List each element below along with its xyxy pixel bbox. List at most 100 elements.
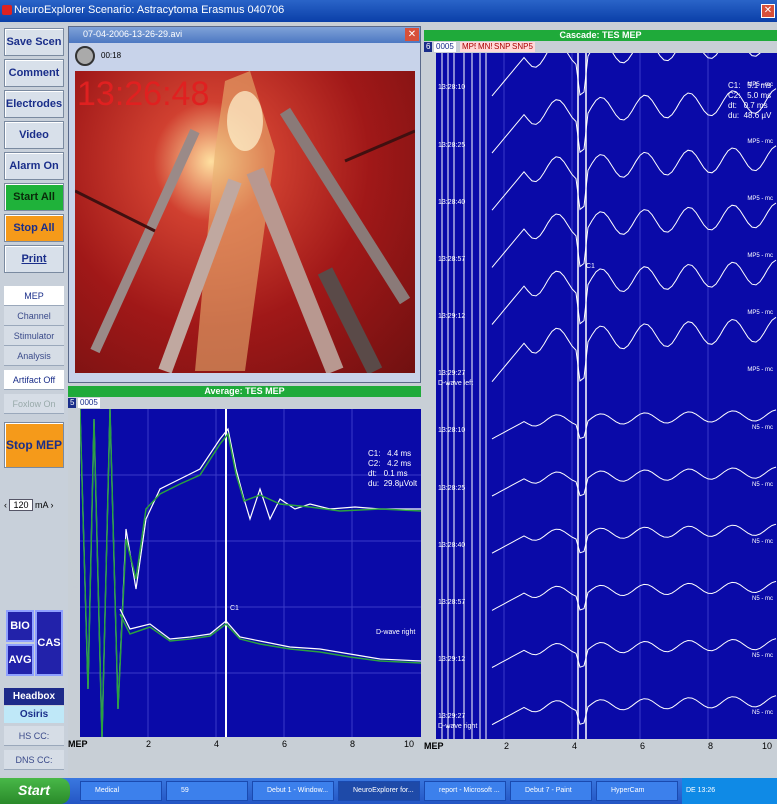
app-icon [2,5,12,15]
current-stepper[interactable]: ‹ 120 mA › [4,496,64,514]
average-cursor-label: C1 [230,605,239,612]
alarm-button[interactable]: Alarm On [4,152,64,180]
stop-mep-button[interactable]: Stop MEP [4,422,64,468]
cascade-trace [491,88,777,154]
close-icon[interactable]: ✕ [761,4,775,18]
cascade-trace [491,523,777,554]
taskbar-item[interactable]: report - Microsoft ... [424,781,506,801]
decrement-icon[interactable]: ‹ [4,500,7,510]
foxlow-toggle[interactable]: Foxlow On [4,394,64,414]
cascade-xaxis-label: MEP [424,741,444,751]
cascade-tick: 10 [762,741,773,751]
comment-button[interactable]: Comment [4,59,64,87]
cascade-row-time: 13:28:10 [438,427,466,435]
average-cursor-readout: C1: 4.4 ms C2: 4.2 ms dt: 0.1 ms du: 29.… [368,449,418,488]
bio-button[interactable]: BIO [6,610,34,642]
video-button[interactable]: Video [4,121,64,149]
cascade-row-mark: N5 - mc [752,538,773,545]
average-tick: 4 [214,739,220,749]
osiris-label: Osiris [4,706,64,723]
headbox-label: Headbox [4,688,64,705]
window-title: NeuroExplorer Scenario: Astracytoma Eras… [14,4,285,16]
average-tab-number[interactable]: 5 [68,398,77,408]
cascade-x-axis: MEP 2 4 6 8 10 [424,739,777,753]
cascade-row-mark: MP5 - mc [747,81,773,88]
video-close-icon[interactable]: ✕ [405,28,419,41]
video-title: 07-04-2006-13-26-29.avi [83,29,183,39]
cascade-row-mark: MP5 - mc [747,253,773,260]
cascade-row-time: 13:28:57 [438,598,466,606]
average-tick: 10 [404,739,415,749]
menu-analysis[interactable]: Analysis [4,346,64,366]
video-counter: 00:18 [101,51,122,60]
cascade-plot[interactable]: C1: 5.1 ms C2: 5.0 ms dt: 0.7 ms du: 48.… [436,53,777,739]
menu-channel[interactable]: Channel [4,306,64,326]
save-scenario-button[interactable]: Save Scen [4,28,64,56]
start-all-button[interactable]: Start All [4,183,64,211]
taskbar-item[interactable]: Debut 1 - Window... [252,781,334,801]
cascade-row-note: D-wave right [438,723,478,731]
taskbar-item[interactable]: NeuroExplorer for... [338,781,420,801]
average-tick: 8 [350,739,356,749]
cascade-row-mark: MP5 - mc [747,138,773,145]
cascade-trace [491,53,761,97]
print-button[interactable]: Print [4,245,64,273]
average-tab-code[interactable]: 0005 [78,398,100,408]
cascade-row-mark: MP5 - mc [747,195,773,202]
cascade-ylabel: 100µV / Div [426,379,435,421]
video-timestamp: 13:26:48 [77,75,210,113]
taskbar-item[interactable]: Debut 7 - Paint [510,781,592,801]
cascade-row-time: 13:28:57 [438,255,466,263]
start-button[interactable]: Start [0,778,70,804]
cascade-row-mark: N5 - mc [752,710,773,717]
dns-cc-field: DNS CC: [4,750,64,770]
cas-button[interactable]: CAS [35,610,63,676]
surgical-video-frame: 13:26:48 [75,71,415,373]
cascade-cursor-label: C1 [586,263,595,270]
cascade-row-time: 13:28:25 [438,141,466,149]
video-toolbar: 00:18 [69,43,420,69]
average-xaxis-label: MEP [68,739,88,749]
stop-all-button[interactable]: Stop All [4,214,64,242]
cascade-trace [491,259,777,325]
average-panel: 5 0005 50µV / Div C1: 4.4 ms C2: 4.2 ms … [68,397,421,767]
taskbar-item[interactable]: HyperCam [596,781,678,801]
cascade-row-time: 13:29:27 [438,370,466,378]
cascade-trace [491,638,777,668]
cascade-trace [491,202,777,268]
cascade-chip[interactable]: MN5 [476,42,497,52]
record-icon[interactable] [75,46,95,66]
cascade-tab-code[interactable]: 0005 [434,42,456,52]
taskbar-item[interactable]: 59 [166,781,248,801]
cascade-row-time: 13:28:40 [438,198,466,206]
average-ylabel: 50µV / Div [70,559,79,597]
hs-cc-field: HS CC: [4,726,64,746]
cascade-row-time: 13:28:40 [438,541,466,549]
artifact-toggle[interactable]: Artifact Off [4,370,64,390]
cascade-traces [441,53,777,739]
increment-icon[interactable]: › [50,500,54,510]
average-traces [80,409,421,739]
cascade-tab-number[interactable]: 6 [424,42,433,52]
cascade-row-mark: N5 - mc [752,596,773,603]
menu-mep[interactable]: MEP [4,286,64,306]
video-window[interactable]: 07-04-2006-13-26-29.avi ✕ 00:18 13:26:48 [68,26,421,383]
cascade-chip[interactable]: MP5 [460,42,481,52]
sidebar: Save Scen Comment Electrodes Video Alarm… [0,24,68,776]
cascade-chip[interactable]: SNP5 [510,42,535,52]
current-value[interactable]: 120 [9,499,33,511]
surgical-scene-image [75,71,415,373]
cascade-row-mark: MP5 - mc [747,367,773,374]
cascade-tick: 4 [572,741,578,751]
cascade-trace [491,580,777,611]
avg-button[interactable]: AVG [6,644,34,676]
cascade-row-time: 13:28:25 [438,484,466,492]
taskbar-item[interactable]: Medical [80,781,162,801]
cascade-trace [491,316,777,383]
cascade-row-time: 13:28:10 [438,84,466,92]
menu-stimulator[interactable]: Stimulator [4,326,64,346]
electrodes-button[interactable]: Electrodes [4,90,64,118]
cascade-tick: 6 [640,741,646,751]
average-plot[interactable]: C1: 4.4 ms C2: 4.2 ms dt: 0.1 ms du: 29.… [80,409,421,739]
cascade-chip[interactable]: SNP5 [492,42,517,52]
